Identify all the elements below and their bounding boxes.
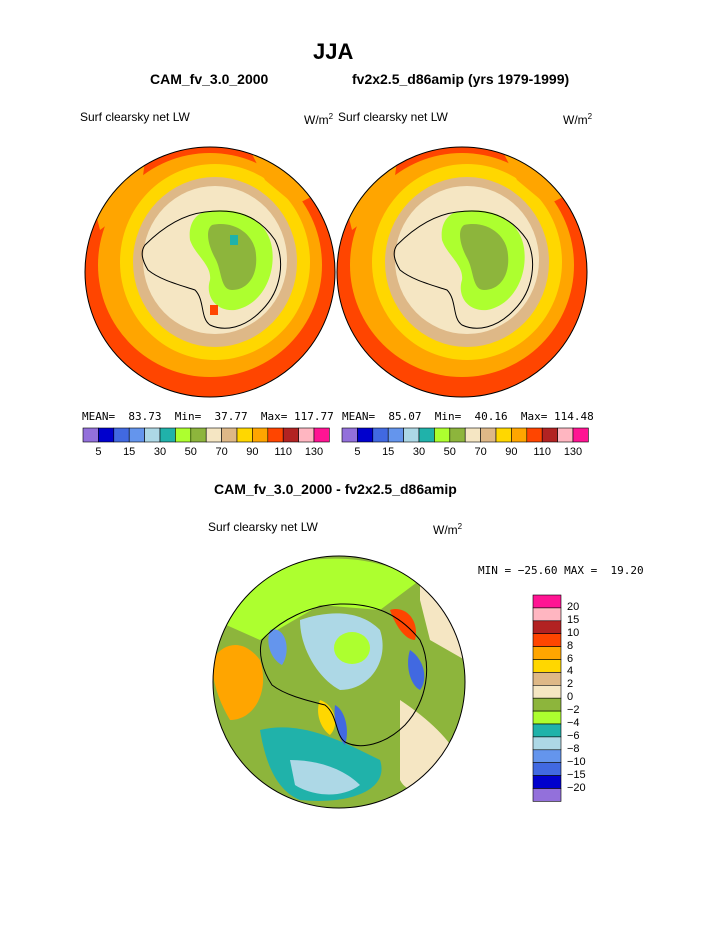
diff-units: W/m2 (433, 522, 463, 537)
colorbar-diff-tick-label: 15 (567, 613, 580, 626)
colorbar-diff-tick-label: −2 (567, 704, 580, 717)
colorbar-right-tick-label: 5 (354, 446, 361, 458)
colorbar-right-swatch-14 (557, 427, 574, 443)
colorbar-diff-tick-label: −20 (567, 781, 586, 794)
diff-minmax: MIN = −25.60 MAX = 19.20 (478, 564, 644, 577)
colorbar-left-tick-label: 30 (153, 446, 167, 458)
colorbar-diff-swatch-10 (532, 723, 562, 738)
colorbar-diff-swatch-8 (532, 697, 562, 712)
colorbar-left-tick-label: 5 (95, 446, 102, 458)
colorbar-left-tick-label: 15 (123, 446, 136, 458)
colorbar-left-swatch-5 (159, 427, 176, 443)
colorbar-right-swatch-2 (372, 427, 389, 443)
colorbar-right-swatch-13 (541, 427, 558, 443)
map-left (85, 147, 335, 397)
colorbar-diff-swatch-13 (532, 762, 562, 776)
colorbar-left-tick-label: 90 (246, 446, 259, 458)
colorbar-diff-swatch-4 (532, 646, 562, 660)
colorbar-left-swatch-6 (175, 427, 192, 443)
colorbar-diff-tick-label: 10 (567, 626, 580, 639)
colorbar-left-swatch-14 (298, 427, 315, 443)
colorbar-diff-tick-label: −4 (567, 717, 580, 729)
page-title: JJA (313, 39, 354, 64)
colorbar-left-tick-label: 130 (304, 446, 324, 458)
colorbar-diff-swatch-1 (532, 607, 562, 622)
panel-right-stats: MEAN= 85.07 Min= 40.16 Max= 114.48 (342, 410, 594, 423)
colorbar-diff-swatch-6 (532, 672, 562, 686)
colorbar-right-swatch-11 (511, 427, 528, 443)
colorbar-diff-tick-label: 0 (567, 691, 574, 704)
colorbar-diff-swatch-9 (532, 710, 562, 725)
colorbar-right-swatch-5 (418, 427, 435, 443)
colorbar-diff-swatch-5 (532, 659, 562, 673)
colorbar-diff-swatch-15 (532, 788, 562, 802)
panel-right-units: W/m2 (563, 112, 593, 127)
panel-left-units: W/m2 (304, 112, 334, 127)
colorbar-diff-tick-label: 20 (567, 600, 580, 613)
colorbar-diff-swatch-2 (532, 620, 562, 634)
colorbar-right-swatch-8 (464, 427, 481, 443)
colorbar-diff-tick-label: 4 (567, 665, 574, 678)
colorbar-right-swatch-12 (526, 427, 543, 443)
colorbar-diff-swatch-12 (532, 749, 562, 763)
colorbar-diff-swatch-0 (532, 594, 562, 609)
colorbar-left-tick-label: 70 (215, 446, 228, 458)
colorbar-left-swatch-8 (205, 427, 222, 443)
colorbar-right-swatch-15 (572, 427, 589, 443)
colorbar-left (82, 427, 330, 443)
colorbar-right-swatch-0 (341, 427, 358, 443)
colorbar-right-swatch-10 (495, 427, 512, 443)
colorbar-diff-swatch-7 (532, 684, 562, 699)
map-right (337, 147, 587, 397)
colorbar-diff-tick-label: −6 (567, 729, 580, 742)
colorbar-right-tick-label: 50 (443, 446, 456, 458)
colorbar-right-swatch-3 (387, 427, 404, 443)
colorbar-right-swatch-6 (434, 427, 451, 443)
colorbar-left-swatch-7 (190, 427, 207, 443)
colorbar-left-swatch-15 (313, 427, 330, 443)
panel-left-variable: Surf clearsky net LW (80, 110, 190, 124)
colorbar-diff-tick-label: 2 (567, 678, 574, 691)
colorbar-left-tick-label: 110 (274, 446, 292, 458)
colorbar-right-swatch-1 (357, 427, 374, 443)
diff-title: CAM_fv_3.0_2000 - fv2x2.5_d86amip (214, 481, 457, 497)
colorbar-right-tick-label: 30 (412, 446, 426, 458)
colorbar-diff-swatch-14 (532, 775, 562, 789)
panel-left-stats: MEAN= 83.73 Min= 37.77 Max= 117.77 (82, 410, 334, 423)
colorbar-left-swatch-10 (236, 427, 253, 443)
colorbar-right (341, 427, 589, 443)
colorbar-right-tick-label: 70 (474, 446, 487, 458)
colorbar-left-swatch-4 (144, 427, 161, 443)
colorbar-diff-tick-label: −15 (567, 768, 586, 781)
colorbar-left-swatch-12 (267, 427, 284, 443)
colorbar-diff-tick-label: 6 (567, 652, 574, 665)
colorbar-left-swatch-1 (98, 427, 115, 443)
panel-right-variable: Surf clearsky net LW (338, 110, 448, 124)
colorbar-diff-swatch-11 (532, 736, 562, 751)
colorbar-right-tick-label: 15 (382, 446, 395, 458)
colorbar-diff (532, 594, 562, 802)
colorbar-left-swatch-11 (252, 427, 269, 443)
colorbar-diff-tick-label: −8 (567, 742, 580, 755)
colorbar-left-swatch-13 (282, 427, 299, 443)
colorbar-right-swatch-7 (449, 427, 466, 443)
map-diff (213, 556, 465, 808)
colorbar-left-swatch-0 (82, 427, 99, 443)
colorbar-left-swatch-2 (113, 427, 130, 443)
colorbar-right-tick-label: 90 (505, 446, 518, 458)
colorbar-left-swatch-3 (128, 427, 145, 443)
colorbar-diff-swatch-3 (532, 633, 562, 647)
colorbar-right-swatch-4 (403, 427, 420, 443)
panel-right-title: fv2x2.5_d86amip (yrs 1979-1999) (352, 71, 570, 87)
colorbar-right-tick-label: 110 (533, 446, 551, 458)
colorbar-left-swatch-9 (221, 427, 238, 443)
panel-left-title: CAM_fv_3.0_2000 (150, 71, 269, 87)
colorbar-right-tick-label: 130 (563, 446, 583, 458)
colorbar-diff-tick-label: 8 (567, 639, 574, 652)
diff-variable: Surf clearsky net LW (208, 520, 318, 534)
colorbar-diff-tick-label: −10 (567, 755, 586, 768)
colorbar-left-tick-label: 50 (184, 446, 197, 458)
colorbar-right-swatch-9 (480, 427, 497, 443)
